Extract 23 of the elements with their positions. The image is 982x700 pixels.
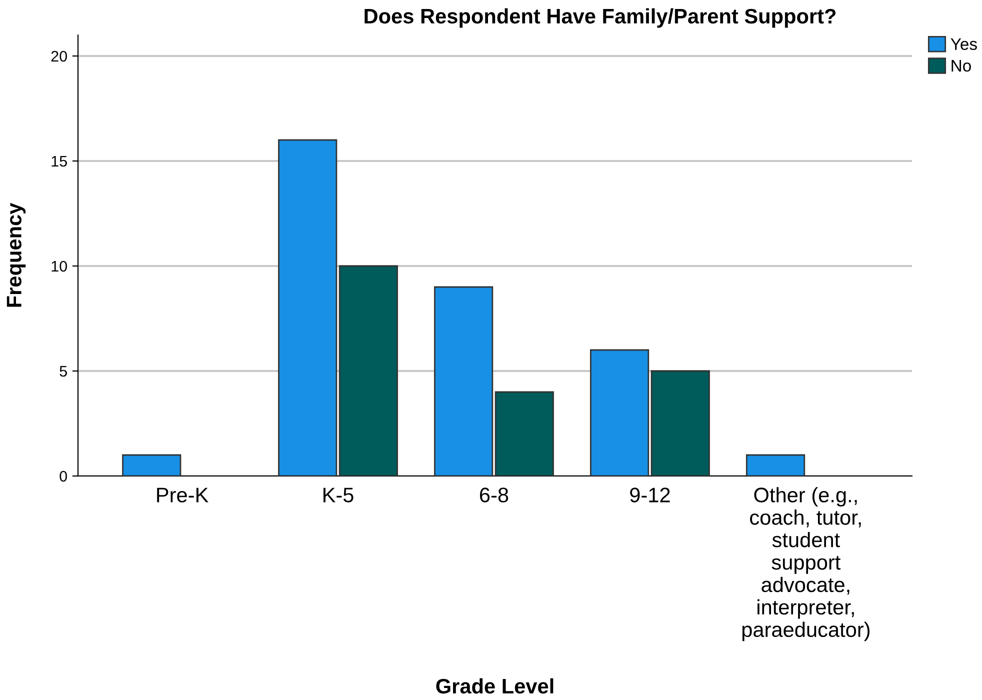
y-tick-label: 5 — [60, 366, 67, 377]
x-tick-label: Pre-K — [157, 488, 208, 502]
bar — [746, 454, 806, 476]
y-axis-title: Frequency — [6, 202, 26, 307]
y-tick-label: 15 — [52, 156, 67, 167]
y-tick-label: 20 — [51, 50, 67, 62]
legend-label: Yes — [950, 38, 977, 50]
bar — [434, 286, 494, 476]
chart-title: Does Respondent Have Family/Parent Support? — [364, 8, 836, 28]
bar — [278, 139, 338, 476]
x-tick-label: Other (e.g., coach, tutor, student support advocate, interpreter, paraeducator) — [742, 487, 870, 642]
y-tick-label: 0 — [60, 470, 67, 482]
bar — [494, 391, 554, 476]
x-tick-label: 6-8 — [480, 488, 508, 502]
x-tick-label: 9-12 — [630, 488, 670, 502]
x-axis-title: Grade Level — [436, 678, 554, 694]
x-tick-label: K-5 — [324, 488, 354, 502]
legend-label: No — [952, 60, 971, 72]
bar — [650, 370, 710, 476]
bar — [122, 454, 182, 476]
bar — [590, 349, 650, 476]
bar — [338, 265, 398, 476]
y-tick-label: 10 — [52, 260, 67, 272]
